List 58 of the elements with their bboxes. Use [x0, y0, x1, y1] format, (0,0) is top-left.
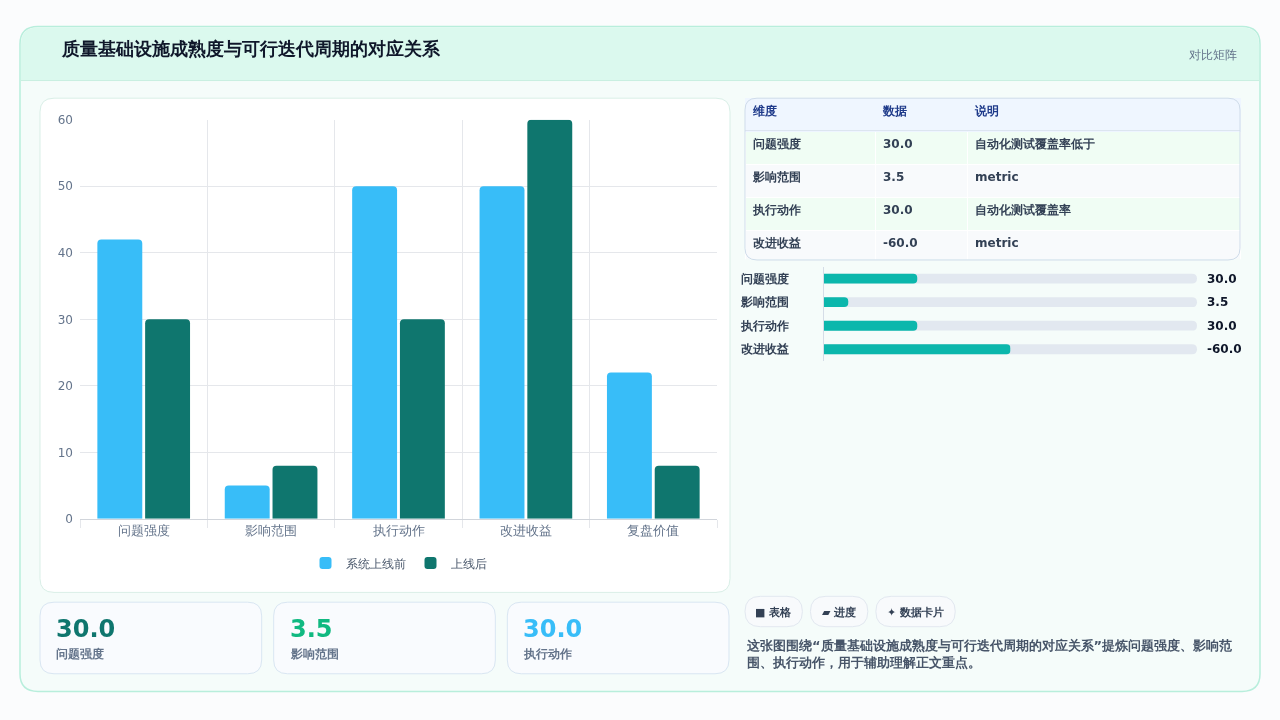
- text: ▰ 进度: [822, 606, 857, 619]
- text: 影响范围: [290, 647, 339, 661]
- bar: [399, 319, 445, 519]
- x-tick-label: 问题强度: [117, 523, 170, 539]
- bar: [145, 319, 191, 519]
- bar: [479, 186, 525, 519]
- text: 对比矩阵: [1189, 48, 1237, 62]
- text: 问题强度: [753, 137, 801, 152]
- y-tick-label: 问题强度: [740, 271, 789, 286]
- text: metric: [975, 236, 1019, 251]
- x-tick-label: 复盘价值: [627, 523, 680, 539]
- y-tick-label: 执行动作: [739, 318, 789, 333]
- text: 自动化测试覆盖率低于: [975, 137, 1095, 152]
- text: 30.0: [883, 137, 913, 152]
- text: 30.0: [1207, 272, 1237, 286]
- text: 改进收益: [753, 236, 801, 251]
- text: 这张图围绕“质量基础设施成熟度与可行迭代周期的对应关系”提炼问题强度、影响范围、执行动作，用于辅助理解正文重点。: [746, 638, 1233, 670]
- y-tick-label: 50: [57, 179, 73, 194]
- bar: [272, 465, 318, 519]
- text: 执行动作: [753, 203, 801, 218]
- text: 30.0: [56, 615, 116, 643]
- text: ✦ 数据卡片: [887, 606, 945, 619]
- bar: [654, 465, 700, 519]
- category-label: 维度: [752, 104, 777, 119]
- text: -60.0: [1207, 342, 1242, 356]
- y-tick-label: 改进收益: [740, 342, 789, 357]
- text: 3.5: [1207, 295, 1229, 309]
- y-tick-label: 10: [57, 445, 73, 460]
- category-label: 说明: [974, 104, 999, 119]
- bar: [527, 119, 573, 519]
- text: ■ 表格: [755, 606, 793, 619]
- y-tick-label: 30: [57, 312, 73, 327]
- text: -60.0: [883, 236, 918, 251]
- text: metric: [975, 170, 1019, 185]
- y-tick-label: 60: [57, 112, 73, 127]
- bar: [606, 372, 652, 519]
- x-tick-label: 执行动作: [372, 523, 425, 539]
- text: 30.0: [523, 615, 583, 643]
- bar: [97, 239, 143, 519]
- legend-label: 系统上线前: [345, 556, 406, 571]
- text: 执行动作: [523, 647, 572, 661]
- text: 自动化测试覆盖率: [975, 203, 1071, 218]
- category-label: 数据: [882, 104, 907, 119]
- text: 30.0: [883, 203, 913, 218]
- legend-label: 上线后: [450, 556, 487, 571]
- bar: [224, 485, 270, 519]
- text: 影响范围: [753, 170, 801, 185]
- y-tick-label: 40: [57, 245, 73, 260]
- y-tick-label: 影响范围: [739, 295, 789, 310]
- text: 3.5: [883, 170, 905, 185]
- y-tick-label: 20: [57, 379, 73, 394]
- y-tick-label: 0: [65, 512, 73, 527]
- x-tick-label: 改进收益: [499, 523, 552, 539]
- text: 3.5: [290, 615, 333, 643]
- text: 质量基础设施成熟度与可行迭代周期的对应关系: [61, 38, 441, 60]
- bar: [352, 186, 398, 519]
- x-tick-label: 影响范围: [245, 523, 298, 539]
- text: 30.0: [1207, 319, 1237, 333]
